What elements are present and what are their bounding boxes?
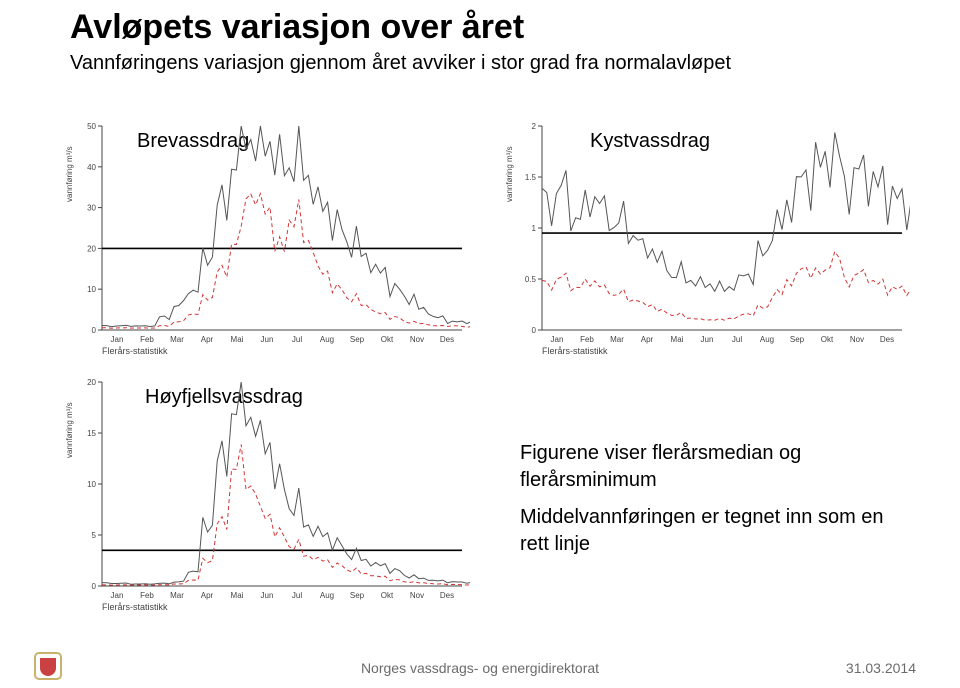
svg-text:0: 0 <box>92 582 97 591</box>
annotation-line-2: Middelvannføringen er tegnet inn som en … <box>520 504 900 558</box>
chart-hoyfjell: 0 5 10 15 20 vannføring m³/s Jan Feb Mar Apr Mai Ju… <box>60 376 470 616</box>
svg-text:Aug: Aug <box>760 335 774 344</box>
svg-text:Mai: Mai <box>231 591 244 600</box>
annotation-line-1: Figurene viser flerårsmedian og flerårsm… <box>520 440 900 494</box>
svg-text:Sep: Sep <box>350 335 365 344</box>
svg-text:vannføring m³/s: vannføring m³/s <box>65 146 74 202</box>
chart-kystvassdrag: 0 0.5 1 1.5 2 vannføring m³/s Jan Feb Mar Apr Mai J… <box>500 120 910 360</box>
svg-text:Jul: Jul <box>732 335 742 344</box>
svg-text:Jan: Jan <box>111 335 124 344</box>
svg-text:Okt: Okt <box>381 591 394 600</box>
svg-text:Des: Des <box>880 335 894 344</box>
svg-text:Apr: Apr <box>641 335 654 344</box>
svg-text:Des: Des <box>440 591 454 600</box>
svg-text:2: 2 <box>532 122 537 131</box>
svg-text:Jan: Jan <box>111 591 124 600</box>
svg-text:Okt: Okt <box>381 335 394 344</box>
svg-text:10: 10 <box>87 480 96 489</box>
svg-text:Mai: Mai <box>231 335 244 344</box>
svg-text:50: 50 <box>87 122 96 131</box>
svg-text:Jun: Jun <box>701 335 714 344</box>
svg-text:20: 20 <box>87 244 96 253</box>
svg-text:Sep: Sep <box>350 591 365 600</box>
svg-text:Feb: Feb <box>140 335 154 344</box>
svg-text:5: 5 <box>92 531 97 540</box>
svg-text:Apr: Apr <box>201 335 214 344</box>
svg-text:Flerårs-statistikk: Flerårs-statistikk <box>102 346 168 356</box>
svg-text:Mar: Mar <box>610 335 624 344</box>
svg-text:Mai: Mai <box>671 335 684 344</box>
svg-text:1.5: 1.5 <box>525 173 537 182</box>
svg-text:0.5: 0.5 <box>525 275 537 284</box>
svg-text:Feb: Feb <box>140 591 154 600</box>
svg-text:10: 10 <box>87 285 96 294</box>
svg-text:Okt: Okt <box>821 335 834 344</box>
chart-brevassdrag: 0 10 20 30 40 50 vannføring m³/s Jan Feb Mar Apr Ma… <box>60 120 470 360</box>
annotation-block: Figurene viser flerårsmedian og flerårsm… <box>520 440 900 558</box>
svg-text:Feb: Feb <box>580 335 594 344</box>
svg-text:Jul: Jul <box>292 335 302 344</box>
svg-text:Jul: Jul <box>292 591 302 600</box>
svg-text:Jun: Jun <box>261 335 274 344</box>
footer-org: Norges vassdrags- og energidirektorat <box>361 660 599 676</box>
svg-text:Aug: Aug <box>320 335 334 344</box>
svg-text:30: 30 <box>87 204 96 213</box>
svg-text:15: 15 <box>87 429 96 438</box>
svg-text:Nov: Nov <box>410 335 424 344</box>
page-title: Avløpets variasjon over året <box>70 8 524 47</box>
svg-text:Jun: Jun <box>261 591 274 600</box>
svg-text:Jan: Jan <box>551 335 564 344</box>
svg-text:vannføring m³/s: vannføring m³/s <box>65 402 74 458</box>
svg-text:Sep: Sep <box>790 335 805 344</box>
svg-text:Apr: Apr <box>201 591 214 600</box>
page-subtitle: Vannføringens variasjon gjennom året avv… <box>70 52 731 75</box>
svg-text:Mar: Mar <box>170 591 184 600</box>
footer-date: 31.03.2014 <box>846 660 916 676</box>
svg-text:vannføring m³/s: vannføring m³/s <box>505 146 514 202</box>
svg-text:40: 40 <box>87 163 96 172</box>
svg-text:Mar: Mar <box>170 335 184 344</box>
svg-text:Des: Des <box>440 335 454 344</box>
svg-text:Flerårs-statistikk: Flerårs-statistikk <box>542 346 608 356</box>
svg-text:Aug: Aug <box>320 591 334 600</box>
nve-logo-icon <box>34 652 62 680</box>
svg-text:0: 0 <box>92 326 97 335</box>
svg-text:0: 0 <box>532 326 537 335</box>
svg-text:Nov: Nov <box>410 591 424 600</box>
svg-text:Nov: Nov <box>850 335 864 344</box>
svg-text:1: 1 <box>532 224 537 233</box>
svg-text:20: 20 <box>87 378 96 387</box>
svg-text:Flerårs-statistikk: Flerårs-statistikk <box>102 602 168 612</box>
